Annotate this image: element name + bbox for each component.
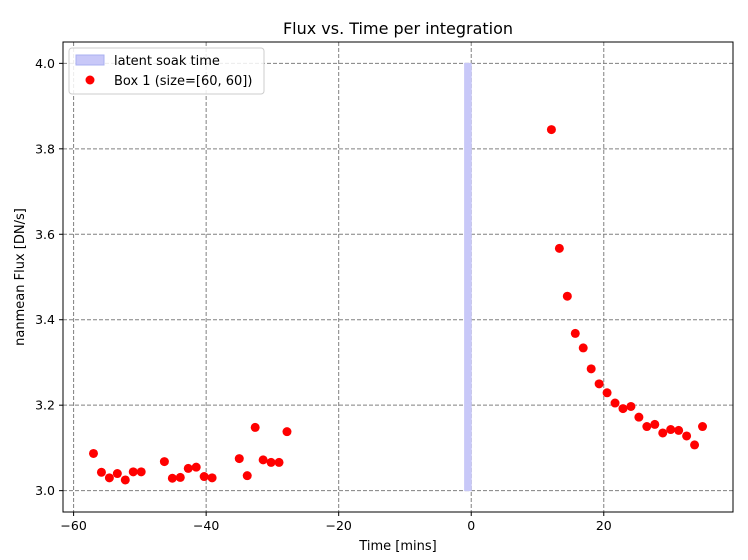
data-point [578,343,588,353]
data-point [266,457,276,467]
legend-point-swatch [85,75,95,85]
data-point [250,422,260,432]
data-point [128,467,138,477]
data-point [586,364,596,374]
data-point [88,448,98,458]
data-point [698,422,708,432]
legend-label-span: latent soak time [114,54,220,69]
span-layer [464,62,472,492]
data-point [674,425,684,435]
chart-title: Flux vs. Time per integration [283,19,513,38]
data-point [242,471,252,481]
x-tick-label: −20 [325,518,351,533]
y-tick-label: 3.8 [35,141,55,156]
y-tick-label: 3.0 [35,483,55,498]
x-tick-label: 20 [596,518,612,533]
legend-label-series: Box 1 (size=[60, 60]) [114,74,252,89]
data-point [104,473,114,483]
y-tick-label: 3.2 [35,398,55,413]
data-points [88,125,708,485]
grid [63,42,733,512]
data-point [642,422,652,432]
data-point [658,428,668,438]
x-tick-label: −40 [193,518,219,533]
data-point [610,398,620,408]
x-axis-ticks: −60 −40 −20 0 20 [60,512,612,533]
data-point [282,427,292,437]
y-axis-label: nanmean Flux [DN/s] [13,208,28,346]
data-point [120,475,130,485]
y-tick-label: 3.4 [35,312,55,327]
x-axis-label: Time [mins] [358,539,436,554]
data-point [570,328,580,338]
data-point [618,404,628,414]
latent-soak-span [464,62,472,492]
legend-span-swatch [75,54,105,66]
data-point [602,388,612,398]
x-tick-label: 0 [467,518,475,533]
data-point [175,472,185,482]
data-point [167,473,177,483]
data-point [682,431,692,441]
data-point [234,454,244,464]
data-point [191,462,201,472]
data-point [666,425,676,435]
data-point [183,463,193,473]
data-point [112,469,122,479]
data-point [634,412,644,422]
plot-area-frame [62,41,734,513]
y-tick-label: 3.6 [35,227,55,242]
x-tick-label: −60 [60,518,86,533]
data-point [159,457,169,467]
data-point [199,472,209,482]
data-point [650,419,660,429]
data-point [136,467,146,477]
y-axis-ticks: 3.0 3.2 3.4 3.6 3.8 4.0 [35,56,63,498]
data-point [594,379,604,389]
data-point [207,473,217,483]
data-point [96,467,106,477]
legend-box [68,47,265,95]
data-point [258,455,268,465]
y-tick-label: 4.0 [35,56,55,71]
data-point [562,291,572,301]
legend: latent soak time Box 1 (size=[60, 60]) [68,47,265,95]
data-point [690,440,700,450]
data-point [546,125,556,135]
data-point [626,401,636,411]
data-point [554,243,564,253]
data-point [274,457,284,467]
